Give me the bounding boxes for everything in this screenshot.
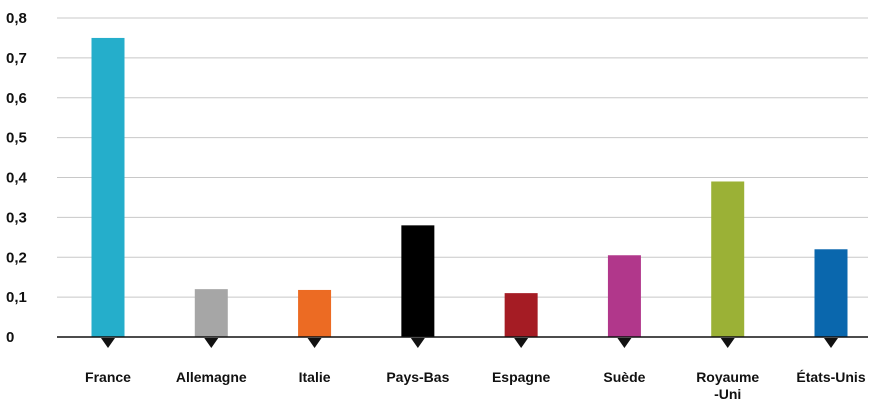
category-marker xyxy=(307,338,322,348)
x-category-label: Italie xyxy=(299,369,331,385)
category-marker xyxy=(410,338,425,348)
x-axis-category-labels: France Allemagne Italie Pays-Bas Espagne Suèd… xyxy=(85,369,866,402)
category-marker xyxy=(101,338,115,348)
y-tick-label: 0,3 xyxy=(6,209,27,226)
bars xyxy=(91,37,848,337)
y-axis-tick-labels: 0 0,1 0,2 0,3 0,4 0,5 0,6 0,7 0,8 xyxy=(6,10,28,346)
bar xyxy=(504,293,538,337)
bar xyxy=(298,289,332,337)
x-category-label: États-Unis xyxy=(796,369,865,385)
bar xyxy=(711,181,745,337)
bar xyxy=(814,249,848,337)
y-tick-label: 0,1 xyxy=(6,289,27,306)
x-category-label: Espagne xyxy=(492,369,551,385)
bar xyxy=(194,289,228,337)
bar xyxy=(401,225,435,337)
category-marker xyxy=(824,338,838,348)
x-category-label: France xyxy=(85,369,131,385)
category-marker xyxy=(514,338,529,348)
y-tick-label: 0,7 xyxy=(6,50,27,67)
x-category-label: Pays-Bas xyxy=(386,369,449,385)
category-marker xyxy=(617,338,632,348)
category-markers xyxy=(101,338,838,348)
y-tick-label: 0,2 xyxy=(6,249,27,266)
x-category-label: Suède xyxy=(603,369,645,385)
y-tick-label: 0,6 xyxy=(6,90,27,107)
y-tick-label: 0 xyxy=(6,329,14,346)
x-category-label: Royaume -Uni xyxy=(696,369,759,402)
bar xyxy=(607,255,641,337)
y-tick-label: 0,5 xyxy=(6,130,27,147)
y-tick-label: 0,8 xyxy=(6,10,27,27)
bar xyxy=(91,37,125,337)
x-category-label: Allemagne xyxy=(176,369,247,385)
category-marker xyxy=(720,338,735,348)
category-marker xyxy=(204,338,219,348)
grid-lines xyxy=(57,17,868,298)
y-tick-label: 0,4 xyxy=(6,170,28,187)
